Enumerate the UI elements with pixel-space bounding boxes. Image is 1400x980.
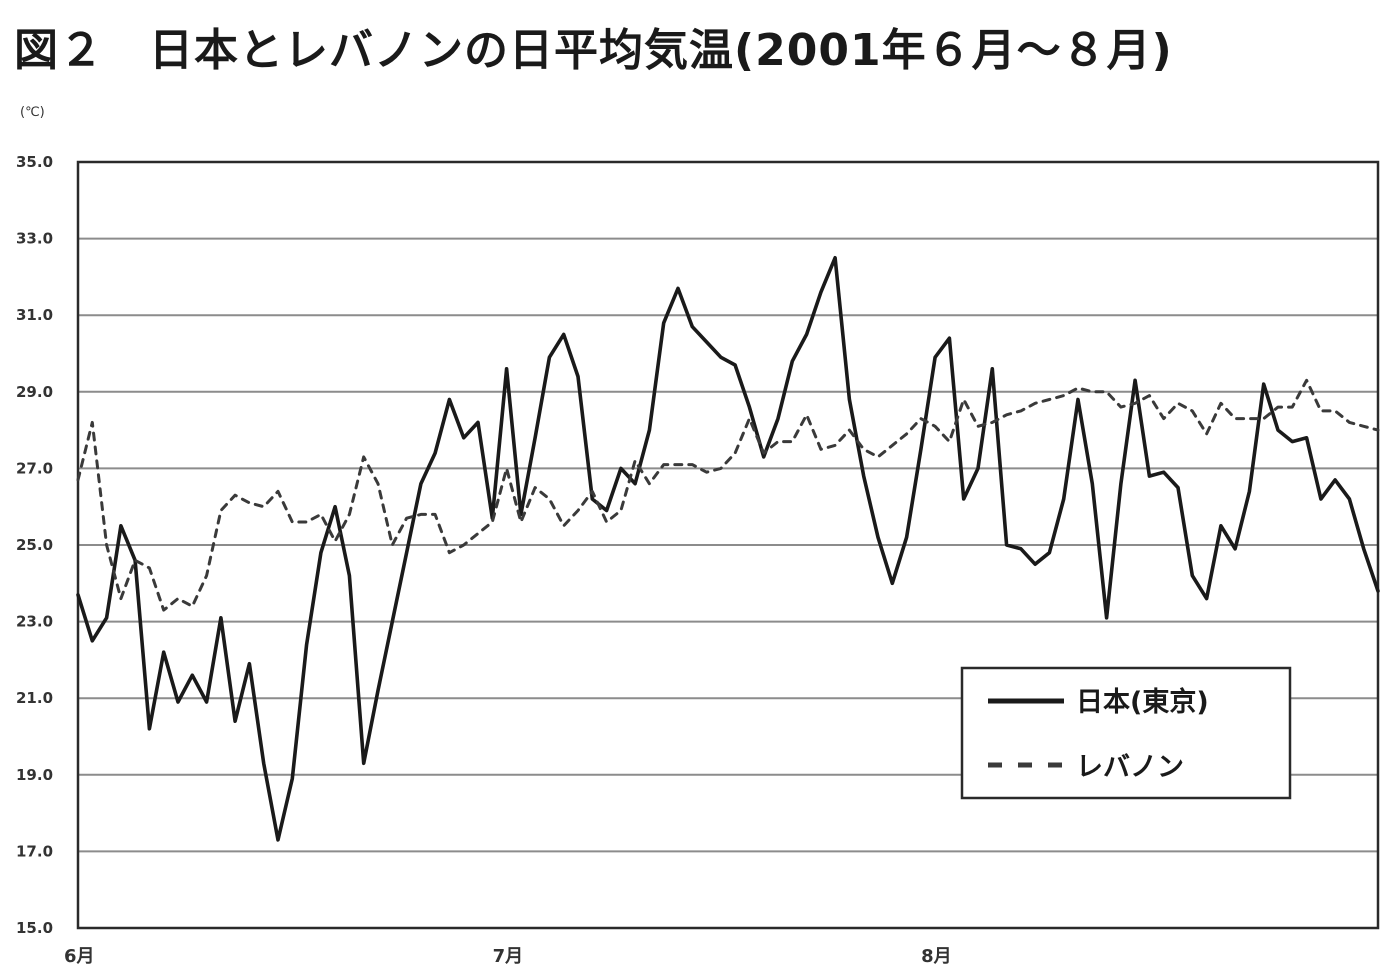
y-tick-label: 21.0 <box>16 689 53 707</box>
series-lines <box>76 256 1380 842</box>
y-axis-ticks: 15.0 17.0 19.0 21.0 23.0 25.0 27.0 29.0 31.0 33.0… <box>16 153 53 937</box>
x-axis-ticks: 6月 7月 8月 <box>64 946 952 967</box>
y-axis-unit-label: (℃) <box>20 105 45 120</box>
y-tick-label: 23.0 <box>16 613 53 631</box>
legend-label-lebanon: レバノン <box>1076 752 1184 783</box>
plot-area-frame <box>76 160 1380 930</box>
y-tick-label: 25.0 <box>16 536 53 554</box>
y-tick-label: 17.0 <box>16 842 53 860</box>
y-tick-label: 29.0 <box>16 383 53 401</box>
y-tick-label: 35.0 <box>16 153 53 171</box>
y-tick-label: 15.0 <box>16 919 53 937</box>
x-tick-label: 7月 <box>493 946 524 967</box>
y-tick-label: 31.0 <box>16 306 53 324</box>
legend-label-japan: 日本(東京) <box>1076 686 1209 718</box>
series-line-japan <box>76 256 1380 842</box>
y-tick-label: 33.0 <box>16 230 53 248</box>
chart-title: 図２ 日本とレバノンの日平均気温(2001年６月～８月) <box>14 25 1173 76</box>
x-tick-label: 8月 <box>921 946 952 967</box>
legend: 日本(東京) レバノン <box>960 666 1292 800</box>
y-tick-label: 27.0 <box>16 459 53 477</box>
legend-box <box>960 666 1292 800</box>
x-tick-label: 6月 <box>64 946 95 967</box>
series-line-lebanon <box>76 378 1380 612</box>
y-tick-label: 19.0 <box>16 766 53 784</box>
